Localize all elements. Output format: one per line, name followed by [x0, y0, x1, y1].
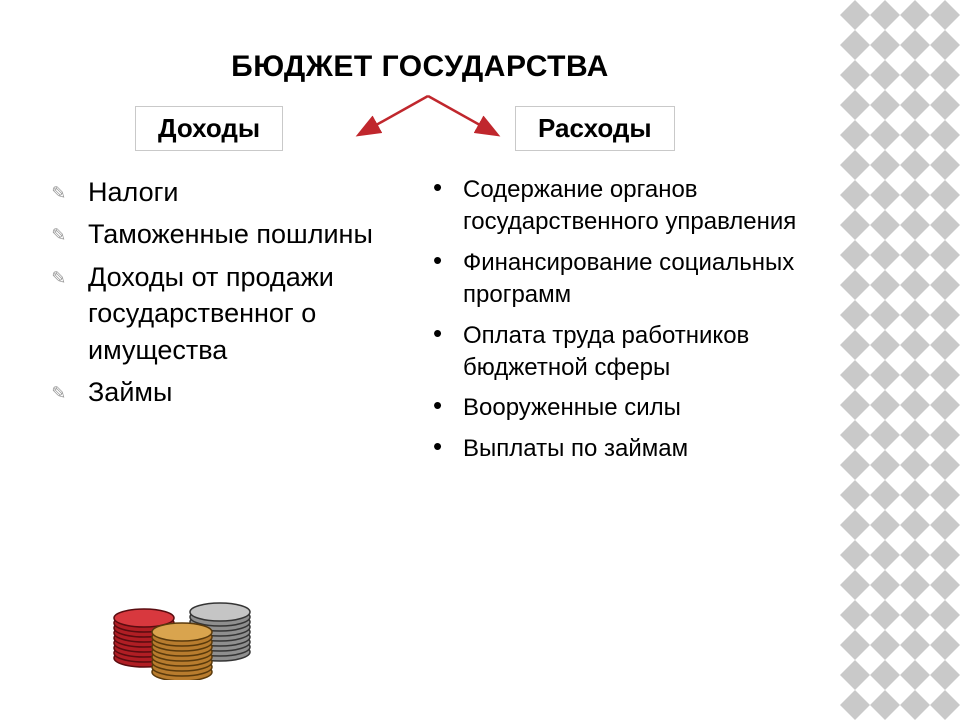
list-item: Таможенные пошлины — [80, 216, 425, 252]
list-item: Оплата труда работников бюджетной сферы — [455, 320, 800, 385]
slide-title: БЮДЖЕТ ГОСУДАРСТВА — [40, 50, 800, 84]
columns: Налоги Таможенные пошлины Доходы от прод… — [80, 174, 800, 473]
arrow-right — [428, 96, 496, 134]
sidebar-fill — [840, 0, 960, 720]
branch-arrows — [348, 90, 508, 146]
income-column: Налоги Таможенные пошлины Доходы от прод… — [80, 174, 425, 473]
list-item: Налоги — [80, 174, 425, 210]
slide-content: БЮДЖЕТ ГОСУДАРСТВА Доходы Расходы Налоги… — [0, 0, 840, 720]
list-item: Выплаты по займам — [455, 433, 800, 465]
list-item: Вооруженные силы — [455, 392, 800, 424]
income-label-box: Доходы — [135, 106, 283, 151]
list-item: Финансирование социальных программ — [455, 247, 800, 312]
arrow-left — [360, 96, 428, 134]
coins-icon — [102, 540, 282, 680]
list-item: Займы — [80, 374, 425, 410]
income-list: Налоги Таможенные пошлины Доходы от прод… — [80, 174, 425, 411]
sidebar-pattern — [840, 0, 960, 720]
expense-list: Содержание органов государственного упра… — [455, 174, 800, 465]
list-item: Доходы от продажи государственног о имущ… — [80, 259, 425, 368]
branch-row: Доходы Расходы — [40, 102, 800, 150]
list-item: Содержание органов государственного упра… — [455, 174, 800, 239]
expense-label-box: Расходы — [515, 106, 675, 151]
expense-column: Содержание органов государственного упра… — [455, 174, 800, 473]
